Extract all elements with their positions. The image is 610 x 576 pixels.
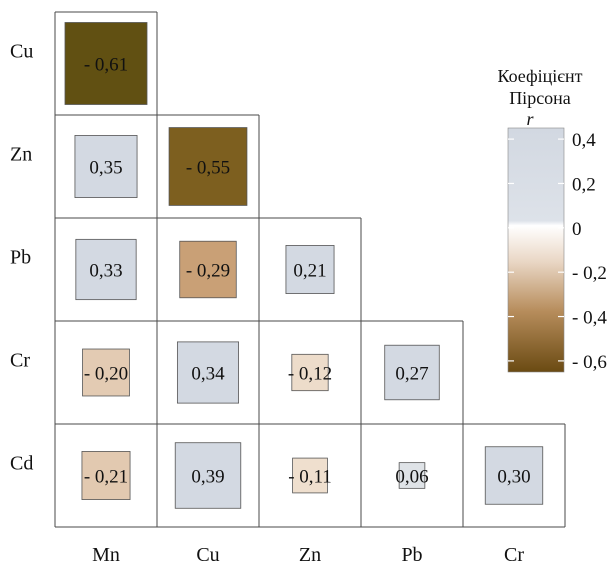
row-label-cd: Cd — [10, 453, 33, 475]
column-label-cr: Cr — [504, 544, 524, 566]
column-label-mn: Mn — [92, 544, 120, 566]
colorbar-tick-label: - 0,6 — [572, 352, 607, 373]
colorbar-title-line: Пірсона — [509, 88, 571, 108]
heatmap-cell-zn-cu — [168, 127, 248, 206]
row-label-cu: Cu — [10, 41, 33, 63]
colorbar-tick-label: 0,2 — [572, 174, 596, 195]
cell-value-label: - 0,55 — [186, 158, 230, 179]
heatmap-cell-cd-cu — [174, 442, 242, 509]
heatmap-cell-cd-mn — [81, 451, 131, 500]
heatmap-cell-cd-pb — [398, 462, 426, 489]
colorbar — [507, 127, 565, 373]
cell-value-label: - 0,12 — [288, 364, 332, 385]
heatmap-cell-cr-cu — [176, 341, 240, 404]
heatmap-cell-cr-zn — [291, 353, 329, 392]
cell-value-label: 0,27 — [395, 364, 428, 385]
colorbar-title-line: Коефіцієнт — [497, 66, 582, 86]
cell-value-label: 0,39 — [191, 467, 224, 488]
column-label-zn: Zn — [299, 544, 321, 566]
column-label-pb: Pb — [401, 544, 422, 566]
cell-value-label: 0,30 — [497, 467, 530, 488]
heatmap-cell-cr-pb — [384, 344, 440, 401]
cell-value-label: - 0,20 — [84, 364, 128, 385]
cell-value-label: - 0,29 — [186, 261, 230, 282]
colorbar-tick-label: 0,4 — [572, 130, 596, 151]
colorbar-tick-label: - 0,2 — [572, 263, 607, 284]
cell-value-label: 0,21 — [293, 261, 326, 282]
heatmap-cell-cu-mn — [64, 22, 148, 105]
row-label-pb: Pb — [10, 247, 31, 269]
cell-value-label: 0,34 — [191, 364, 225, 385]
colorbar-symbol: r — [526, 109, 534, 129]
cell-value-label: - 0,21 — [84, 467, 128, 488]
heatmap-cell-pb-mn — [75, 238, 137, 301]
heatmap-cell-cd-zn — [292, 457, 328, 494]
cell-value-label: 0,06 — [395, 467, 428, 488]
row-label-zn: Zn — [10, 144, 32, 166]
row-label-cr: Cr — [10, 350, 30, 372]
cell-value-label: - 0,11 — [288, 467, 332, 488]
heatmap-cell-pb-zn — [285, 245, 335, 294]
heatmap-cell-cr-mn — [82, 348, 130, 397]
heatmap-cell-pb-cu — [179, 240, 237, 299]
cell-value-label: 0,35 — [89, 158, 122, 179]
cell-value-label: - 0,61 — [84, 55, 128, 76]
heatmap-cell-zn-mn — [74, 135, 138, 198]
cell-value-label: 0,33 — [89, 261, 122, 282]
heatmap-cell-cd-cr — [484, 446, 544, 505]
column-label-cu: Cu — [196, 544, 219, 566]
colorbar-tick-label: 0 — [572, 219, 582, 240]
colorbar-tick-label: - 0,4 — [572, 308, 607, 329]
